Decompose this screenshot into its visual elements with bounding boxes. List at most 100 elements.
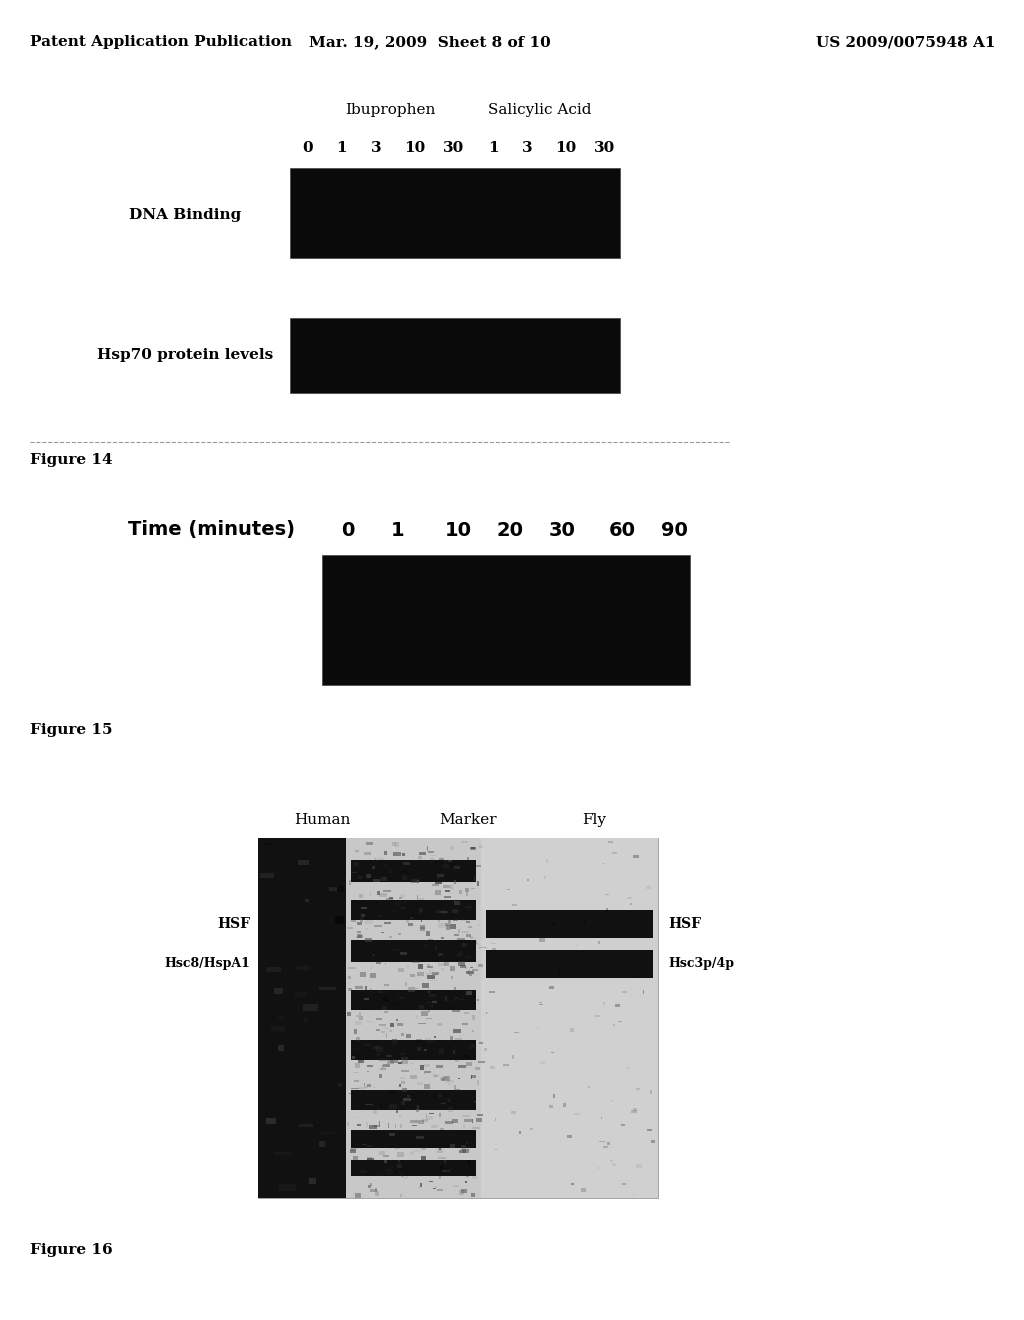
Bar: [643, 990, 644, 994]
Bar: [379, 1057, 386, 1061]
Bar: [529, 1129, 532, 1130]
Bar: [410, 915, 414, 916]
Bar: [290, 318, 620, 393]
Bar: [435, 890, 441, 895]
Bar: [486, 909, 653, 939]
Bar: [280, 1184, 297, 1191]
Bar: [357, 950, 361, 954]
Bar: [444, 924, 450, 927]
Bar: [423, 862, 425, 865]
Bar: [434, 1187, 437, 1188]
Bar: [418, 954, 423, 958]
Bar: [445, 904, 447, 906]
Bar: [396, 1019, 397, 1020]
Bar: [365, 920, 373, 924]
Bar: [438, 923, 445, 928]
Bar: [634, 1109, 637, 1111]
Bar: [421, 919, 422, 923]
Text: HSF: HSF: [668, 917, 701, 931]
Bar: [428, 939, 433, 940]
Bar: [465, 906, 472, 908]
Bar: [458, 1065, 466, 1068]
Bar: [367, 1071, 370, 1072]
Bar: [384, 983, 389, 986]
Bar: [422, 944, 429, 948]
Bar: [462, 1023, 468, 1024]
Bar: [403, 1176, 408, 1179]
Bar: [427, 846, 428, 850]
Bar: [432, 972, 438, 975]
Bar: [395, 1144, 399, 1150]
Text: 30: 30: [443, 141, 465, 154]
Bar: [365, 998, 369, 999]
Bar: [347, 1122, 348, 1126]
Bar: [439, 1148, 441, 1150]
Bar: [468, 1160, 470, 1164]
Bar: [394, 1135, 397, 1139]
Bar: [469, 974, 472, 977]
Bar: [388, 909, 395, 913]
Bar: [526, 917, 527, 921]
Bar: [421, 1147, 426, 1150]
Bar: [435, 973, 437, 975]
Text: Hsp70 protein levels: Hsp70 protein levels: [97, 348, 273, 362]
Bar: [358, 894, 364, 898]
Bar: [355, 1015, 359, 1016]
Bar: [455, 997, 457, 999]
Bar: [474, 876, 475, 880]
Bar: [432, 884, 439, 886]
Bar: [329, 1114, 337, 1119]
Bar: [354, 1080, 359, 1082]
Bar: [355, 986, 362, 989]
Bar: [365, 1086, 368, 1088]
Bar: [353, 1001, 354, 1005]
Bar: [431, 1126, 438, 1129]
Bar: [365, 1044, 372, 1045]
Bar: [348, 977, 351, 979]
Bar: [373, 954, 375, 957]
Bar: [379, 1024, 386, 1026]
Bar: [365, 928, 369, 931]
Bar: [398, 933, 401, 935]
Bar: [355, 1022, 362, 1026]
Bar: [329, 887, 337, 891]
Bar: [433, 1001, 436, 1003]
Bar: [295, 991, 307, 997]
Bar: [408, 1094, 410, 1097]
Bar: [618, 1020, 622, 1023]
Bar: [346, 838, 481, 1199]
Bar: [366, 1122, 369, 1127]
Bar: [438, 1176, 440, 1179]
Bar: [455, 866, 460, 869]
Bar: [417, 1039, 422, 1043]
Bar: [443, 1076, 450, 1081]
Bar: [447, 919, 452, 923]
Bar: [440, 1167, 443, 1170]
Bar: [383, 890, 391, 892]
Bar: [258, 838, 346, 1199]
Bar: [398, 867, 401, 871]
Bar: [437, 1189, 443, 1191]
Text: Figure 15: Figure 15: [30, 723, 113, 737]
Bar: [380, 894, 387, 896]
Bar: [429, 1113, 434, 1114]
Bar: [552, 923, 556, 925]
Bar: [386, 1170, 393, 1173]
Bar: [462, 1115, 470, 1118]
Bar: [428, 964, 431, 969]
Bar: [456, 1060, 459, 1063]
Bar: [379, 1151, 385, 1155]
Bar: [419, 853, 426, 855]
Bar: [379, 1074, 382, 1078]
Bar: [364, 1082, 365, 1086]
Bar: [441, 1102, 445, 1105]
Bar: [382, 1027, 389, 1028]
Bar: [490, 1065, 495, 1069]
Bar: [403, 1098, 412, 1101]
Bar: [442, 908, 445, 911]
Bar: [401, 1101, 404, 1105]
Bar: [356, 931, 360, 933]
Bar: [353, 1028, 357, 1034]
Bar: [370, 891, 371, 896]
Bar: [424, 1049, 427, 1051]
